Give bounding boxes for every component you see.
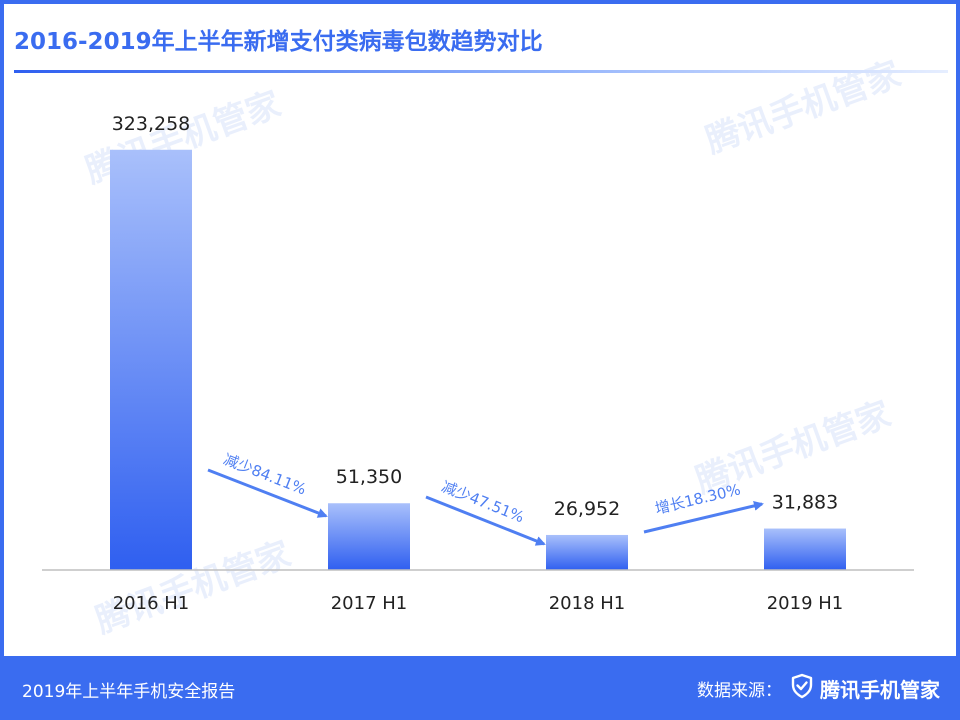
bar-2017-h1 [328,503,410,570]
category-label: 2017 H1 [331,593,408,614]
title-underline [14,70,948,73]
trend-arrow [643,500,764,534]
trend-arrow [207,468,328,518]
source-label: 数据来源： [697,680,782,701]
bar-2018-h1 [546,534,628,570]
category-label: 2016 H1 [113,593,190,614]
data-source: 数据来源： 腾讯手机管家 [697,673,940,703]
value-label: 51,350 [336,466,402,488]
chart-title: 2016-2019年上半年新增支付类病毒包数趋势对比 [14,29,543,55]
shield-check-icon [790,673,814,703]
footer-bar: 2019年上半年手机安全报告 数据来源： 腾讯手机管家 [0,656,960,720]
value-label: 26,952 [554,498,620,520]
bar-2016-h1 [110,149,192,571]
brand-name: 腾讯手机管家 [820,677,940,702]
trend-arrow [425,495,546,546]
report-name: 2019年上半年手机安全报告 [22,682,236,702]
category-label: 2018 H1 [549,593,626,614]
category-label: 2019 H1 [767,593,844,614]
bar-2019-h1 [764,528,846,570]
value-label: 31,883 [772,492,838,514]
value-label: 323,258 [112,113,191,135]
